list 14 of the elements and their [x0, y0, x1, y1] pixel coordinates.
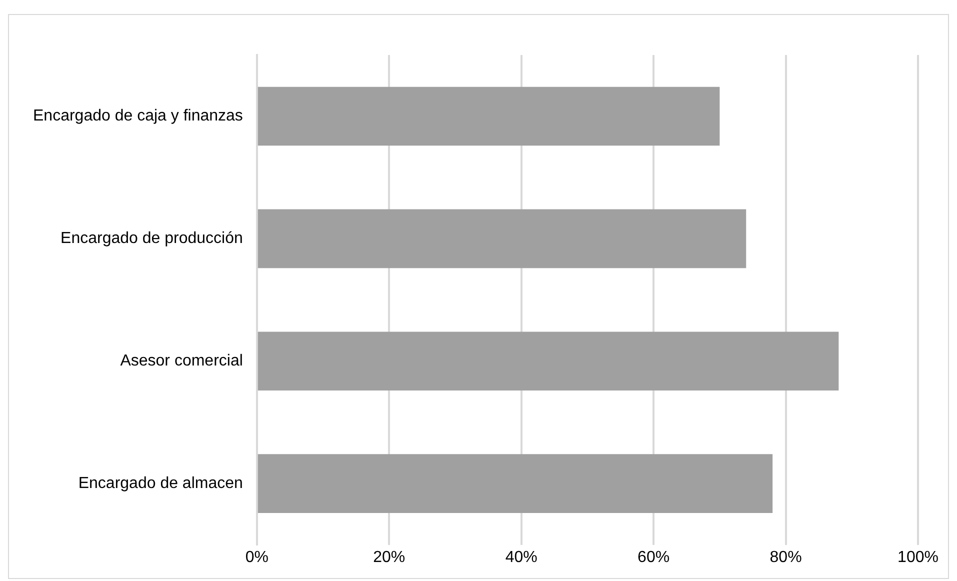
x-tick-label: 80%: [770, 548, 802, 566]
x-tick-label: 0%: [245, 548, 268, 566]
bar: [258, 86, 720, 146]
x-tick-label: 60%: [638, 548, 670, 566]
x-tick-label: 100%: [898, 548, 938, 566]
bar: [258, 454, 773, 513]
x-tick-label: 20%: [373, 548, 406, 566]
y-tick-label: Encargado de caja y finanzas: [32, 108, 243, 125]
y-tick-label: Encargado de almacen: [78, 474, 243, 492]
bar: [258, 332, 839, 391]
y-tick-label: Asesor comercial: [120, 352, 243, 370]
x-tick-label: 40%: [505, 548, 538, 566]
bar: [258, 209, 746, 268]
y-tick-label: Encargado de producción: [60, 230, 243, 248]
